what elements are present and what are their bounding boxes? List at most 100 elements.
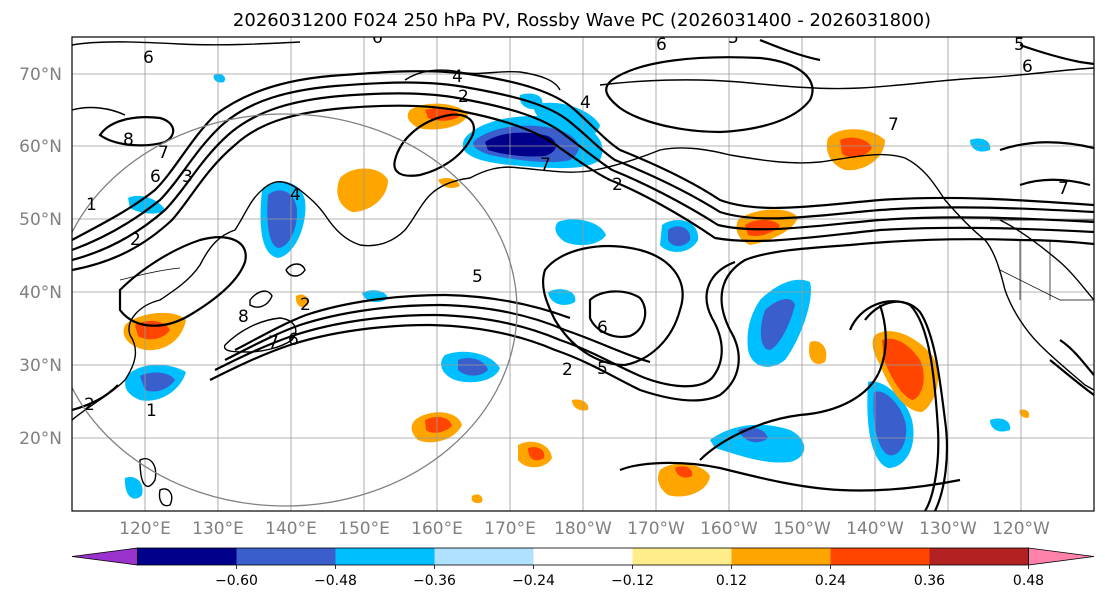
contour-label: 1 — [146, 401, 157, 421]
anomaly-blob — [295, 294, 309, 308]
colorbar-tick-label: 0.48 — [1013, 573, 1044, 589]
anomaly-blob — [528, 447, 545, 461]
pv-contours — [72, 38, 1094, 511]
colorbar-bin — [632, 548, 732, 565]
anomaly-blob — [471, 494, 483, 504]
lat-label: 30°N — [19, 356, 62, 376]
contour-label: 7 — [888, 115, 899, 135]
anomaly-blob — [658, 463, 710, 497]
anomaly-blob — [485, 132, 556, 157]
lat-label: 70°N — [19, 65, 62, 85]
colorbar-bin — [137, 548, 237, 565]
colorbar-bin — [533, 548, 633, 565]
colorbar-tick-label: −0.48 — [314, 573, 357, 589]
lon-label: 160°E — [411, 519, 463, 539]
lon-label: 150°E — [338, 519, 390, 539]
contour-label: 6 — [143, 48, 154, 68]
anomaly-blob — [124, 476, 143, 499]
colorbar-outline — [137, 547, 1029, 566]
lat-label: 60°N — [19, 137, 62, 157]
contour-label: 8 — [238, 307, 249, 327]
anomaly-blob — [555, 219, 606, 246]
colorbar-bin — [335, 548, 435, 565]
anomaly-blob — [675, 466, 693, 478]
lon-label: 130°W — [919, 519, 977, 539]
lon-label: 160°W — [700, 519, 758, 539]
contour-label: 6 — [372, 28, 383, 48]
region-circle — [72, 113, 518, 507]
contour-label: 6 — [656, 35, 667, 55]
contour-label: 3 — [182, 167, 193, 187]
anomaly-blob — [425, 416, 452, 433]
contour-label: 2 — [612, 175, 623, 195]
lon-label: 180°W — [554, 519, 612, 539]
lon-label: 130°E — [192, 519, 244, 539]
contour-label: 5 — [472, 267, 483, 287]
longitude-labels: 120°E 130°E 140°E 150°E 160°E 170°E 180°… — [119, 519, 1050, 539]
lon-label: 120°E — [119, 519, 171, 539]
contour-label: 6 — [597, 318, 608, 338]
lon-label: 170°W — [627, 519, 685, 539]
contour-label: 1 — [86, 195, 97, 215]
contour-label: 2 — [84, 395, 95, 415]
anomaly-blob — [668, 226, 691, 246]
anomaly-blob — [425, 108, 460, 121]
contour-label: 2 — [458, 87, 469, 107]
contour-label: 7 — [1058, 179, 1069, 199]
contour-label: 6 — [150, 167, 161, 187]
pv-anomaly-negative — [124, 73, 1011, 499]
colorbar: −0.60 −0.48 −0.36 −0.24 −0.12 0.12 0.24 0.36 0.4… — [71, 547, 1095, 589]
contour-label: 5 — [728, 28, 739, 48]
colorbar-bin — [929, 548, 1029, 565]
colorbar-tick-label: −0.24 — [512, 573, 555, 589]
colorbar-bin — [434, 548, 534, 565]
lat-label: 50°N — [19, 210, 62, 230]
colorbar-bin — [236, 548, 336, 565]
contour-label: 6 — [288, 330, 299, 350]
lon-label: 140°E — [265, 519, 317, 539]
colorbar-extension-high — [1028, 547, 1095, 566]
lon-label: 140°W — [846, 519, 904, 539]
colorbar-tick-label: −0.36 — [413, 573, 456, 589]
contour-label: 6 — [1022, 57, 1033, 77]
anomaly-blob — [882, 338, 924, 400]
lon-label: 120°W — [992, 519, 1050, 539]
anomaly-blob — [458, 358, 488, 376]
map-frame — [71, 36, 1095, 512]
contour-label: 4 — [290, 185, 301, 205]
lat-label: 20°N — [19, 429, 62, 449]
anomaly-blob — [873, 391, 907, 456]
anomaly-blob — [990, 418, 1011, 432]
contour-label: 7 — [158, 143, 169, 163]
contour-label: 8 — [123, 130, 134, 150]
contour-label: 4 — [452, 67, 463, 87]
anomaly-blob — [337, 168, 388, 212]
anomaly-blob — [710, 424, 805, 463]
contour-label: 4 — [580, 93, 591, 113]
colorbar-bin — [731, 548, 831, 565]
colorbar-tick-label: 0.36 — [914, 573, 945, 589]
contour-label: 5 — [1014, 35, 1025, 55]
colorbar-tick-label: 0.24 — [815, 573, 846, 589]
anomaly-blob — [745, 219, 780, 236]
contour-label: 2 — [300, 295, 311, 315]
lon-label: 170°E — [484, 519, 536, 539]
anomaly-blob — [1019, 409, 1030, 418]
contour-labels: 6 6 5 6 5 6 4 2 8 7 6 3 1 2 4 5 2 2 6 5 … — [84, 28, 1069, 421]
figure-title: 2026031200 F024 250 hPa PV, Rossby Wave … — [233, 10, 931, 31]
latitude-labels: 70°N 60°N 50°N 40°N 30°N 20°N — [19, 65, 62, 449]
anomaly-blob — [140, 372, 175, 392]
anomaly-blob — [760, 298, 795, 350]
pv-anomaly-positive — [123, 103, 1030, 504]
colorbar-extension-low — [71, 547, 138, 566]
anomaly-blob — [809, 341, 827, 364]
coastlines — [72, 41, 1094, 507]
anomaly-blob — [548, 289, 576, 305]
anomaly-blob — [840, 137, 872, 158]
anomaly-blob — [970, 138, 991, 152]
anomaly-blob — [128, 195, 165, 214]
contour-label: 2 — [562, 360, 573, 380]
colorbar-tick-label: 0.12 — [716, 573, 747, 589]
